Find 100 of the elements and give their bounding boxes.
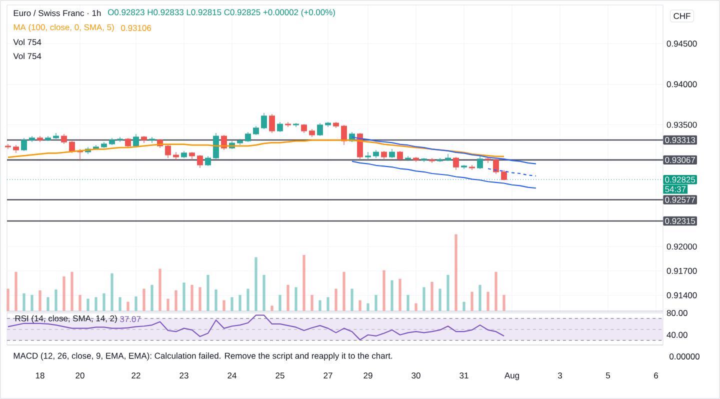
bar — [486, 292, 490, 311]
candlestick — [445, 154, 451, 162]
y-tick-label: 0.94500 — [666, 40, 697, 47]
candlestick — [285, 122, 291, 128]
y-tick-label: 40.00 — [666, 332, 688, 338]
bar — [414, 303, 418, 311]
x-tick-label: 30 — [412, 372, 420, 379]
text: MACD (12, 26, close, 9, EMA, EMA): Calculation failed. Remove the script and reapply it to the chart. — [14, 352, 392, 360]
x-tick-label: 24 — [228, 372, 236, 378]
candlestick — [293, 122, 299, 128]
candlestick — [61, 134, 67, 144]
y-tick-label: 0.91400 — [666, 292, 697, 298]
annotation: Vol 754 — [13, 52, 42, 60]
bar — [182, 282, 186, 311]
ref-line-label: 0.92315 — [665, 218, 696, 224]
bar — [350, 288, 354, 311]
candlestick — [453, 156, 459, 170]
bar — [246, 288, 250, 311]
x-tick-label: 31 — [460, 372, 468, 379]
candlestick — [101, 142, 107, 148]
bar — [358, 300, 362, 311]
candlestick — [341, 124, 347, 146]
bar — [422, 287, 426, 311]
y-tick-label: 0.92000 — [666, 244, 697, 250]
bar — [70, 272, 74, 311]
candlestick — [197, 154, 203, 168]
candlestick — [109, 138, 115, 146]
candlestick — [461, 164, 467, 170]
text: 54:37 — [665, 186, 686, 192]
bar — [38, 290, 42, 311]
bar — [478, 284, 482, 311]
candlestick — [405, 156, 411, 162]
bar — [406, 294, 410, 311]
bar — [62, 276, 66, 311]
bar — [398, 278, 402, 311]
bar — [318, 300, 322, 311]
candlestick — [141, 136, 147, 144]
candlestick — [373, 150, 379, 158]
line-series — [487, 168, 537, 176]
text: 0.00000 — [670, 354, 700, 360]
bar — [270, 306, 274, 311]
bar — [222, 300, 226, 311]
candlestick — [149, 136, 155, 144]
candlestick — [477, 154, 483, 170]
bar — [54, 290, 58, 311]
bar — [118, 297, 122, 311]
bar — [238, 294, 242, 311]
bar — [6, 288, 10, 311]
bar — [430, 282, 434, 311]
bar — [294, 287, 298, 311]
bar — [142, 288, 146, 311]
chart-title: Euro / Swiss Franc · 1h — [14, 10, 101, 16]
bar — [150, 284, 154, 311]
x-tick-label: 3 — [558, 372, 562, 379]
x-tick-label: 5 — [606, 372, 610, 378]
bar — [366, 303, 370, 311]
bar — [46, 297, 50, 311]
candlestick — [317, 122, 323, 136]
y-tick-label: 0.94000 — [666, 81, 697, 88]
y-tick-label: 0.93500 — [666, 122, 697, 128]
candlestick — [165, 144, 171, 158]
x-tick-label: 23 — [180, 372, 188, 379]
candlestick — [421, 158, 427, 162]
candlestick — [117, 136, 123, 142]
x-tick-label: 18 — [36, 372, 44, 379]
bar — [438, 288, 442, 311]
x-tick-label: 27 — [324, 372, 332, 378]
bar — [310, 294, 314, 311]
bar — [206, 274, 210, 311]
bar — [134, 296, 138, 311]
bar — [262, 274, 266, 311]
bar — [446, 274, 450, 311]
bar — [14, 272, 18, 311]
candlestick — [13, 144, 19, 154]
candlestick — [261, 112, 267, 130]
candlestick — [501, 170, 507, 181]
ref-line-label: 0.92577 — [665, 196, 695, 203]
candlestick — [429, 158, 435, 164]
bar — [382, 270, 386, 311]
bar — [334, 288, 338, 311]
bar — [166, 298, 170, 311]
candlestick — [5, 144, 11, 150]
bar — [462, 302, 466, 311]
bar — [190, 284, 194, 311]
candlestick — [357, 132, 363, 160]
ref-line-label: 0.93067 — [665, 156, 695, 163]
candlestick — [245, 132, 251, 142]
bar — [22, 293, 26, 311]
bar — [86, 298, 90, 311]
bar — [302, 254, 306, 311]
candlestick — [45, 136, 51, 142]
candlestick — [493, 158, 499, 174]
candlestick — [21, 138, 27, 152]
bar — [230, 297, 234, 311]
bar — [94, 297, 98, 311]
annotation: 0.93106 — [121, 25, 152, 31]
candlestick — [301, 124, 307, 134]
bar — [126, 302, 130, 311]
annotation: 37.07 — [120, 316, 141, 322]
candlestick — [205, 156, 211, 166]
